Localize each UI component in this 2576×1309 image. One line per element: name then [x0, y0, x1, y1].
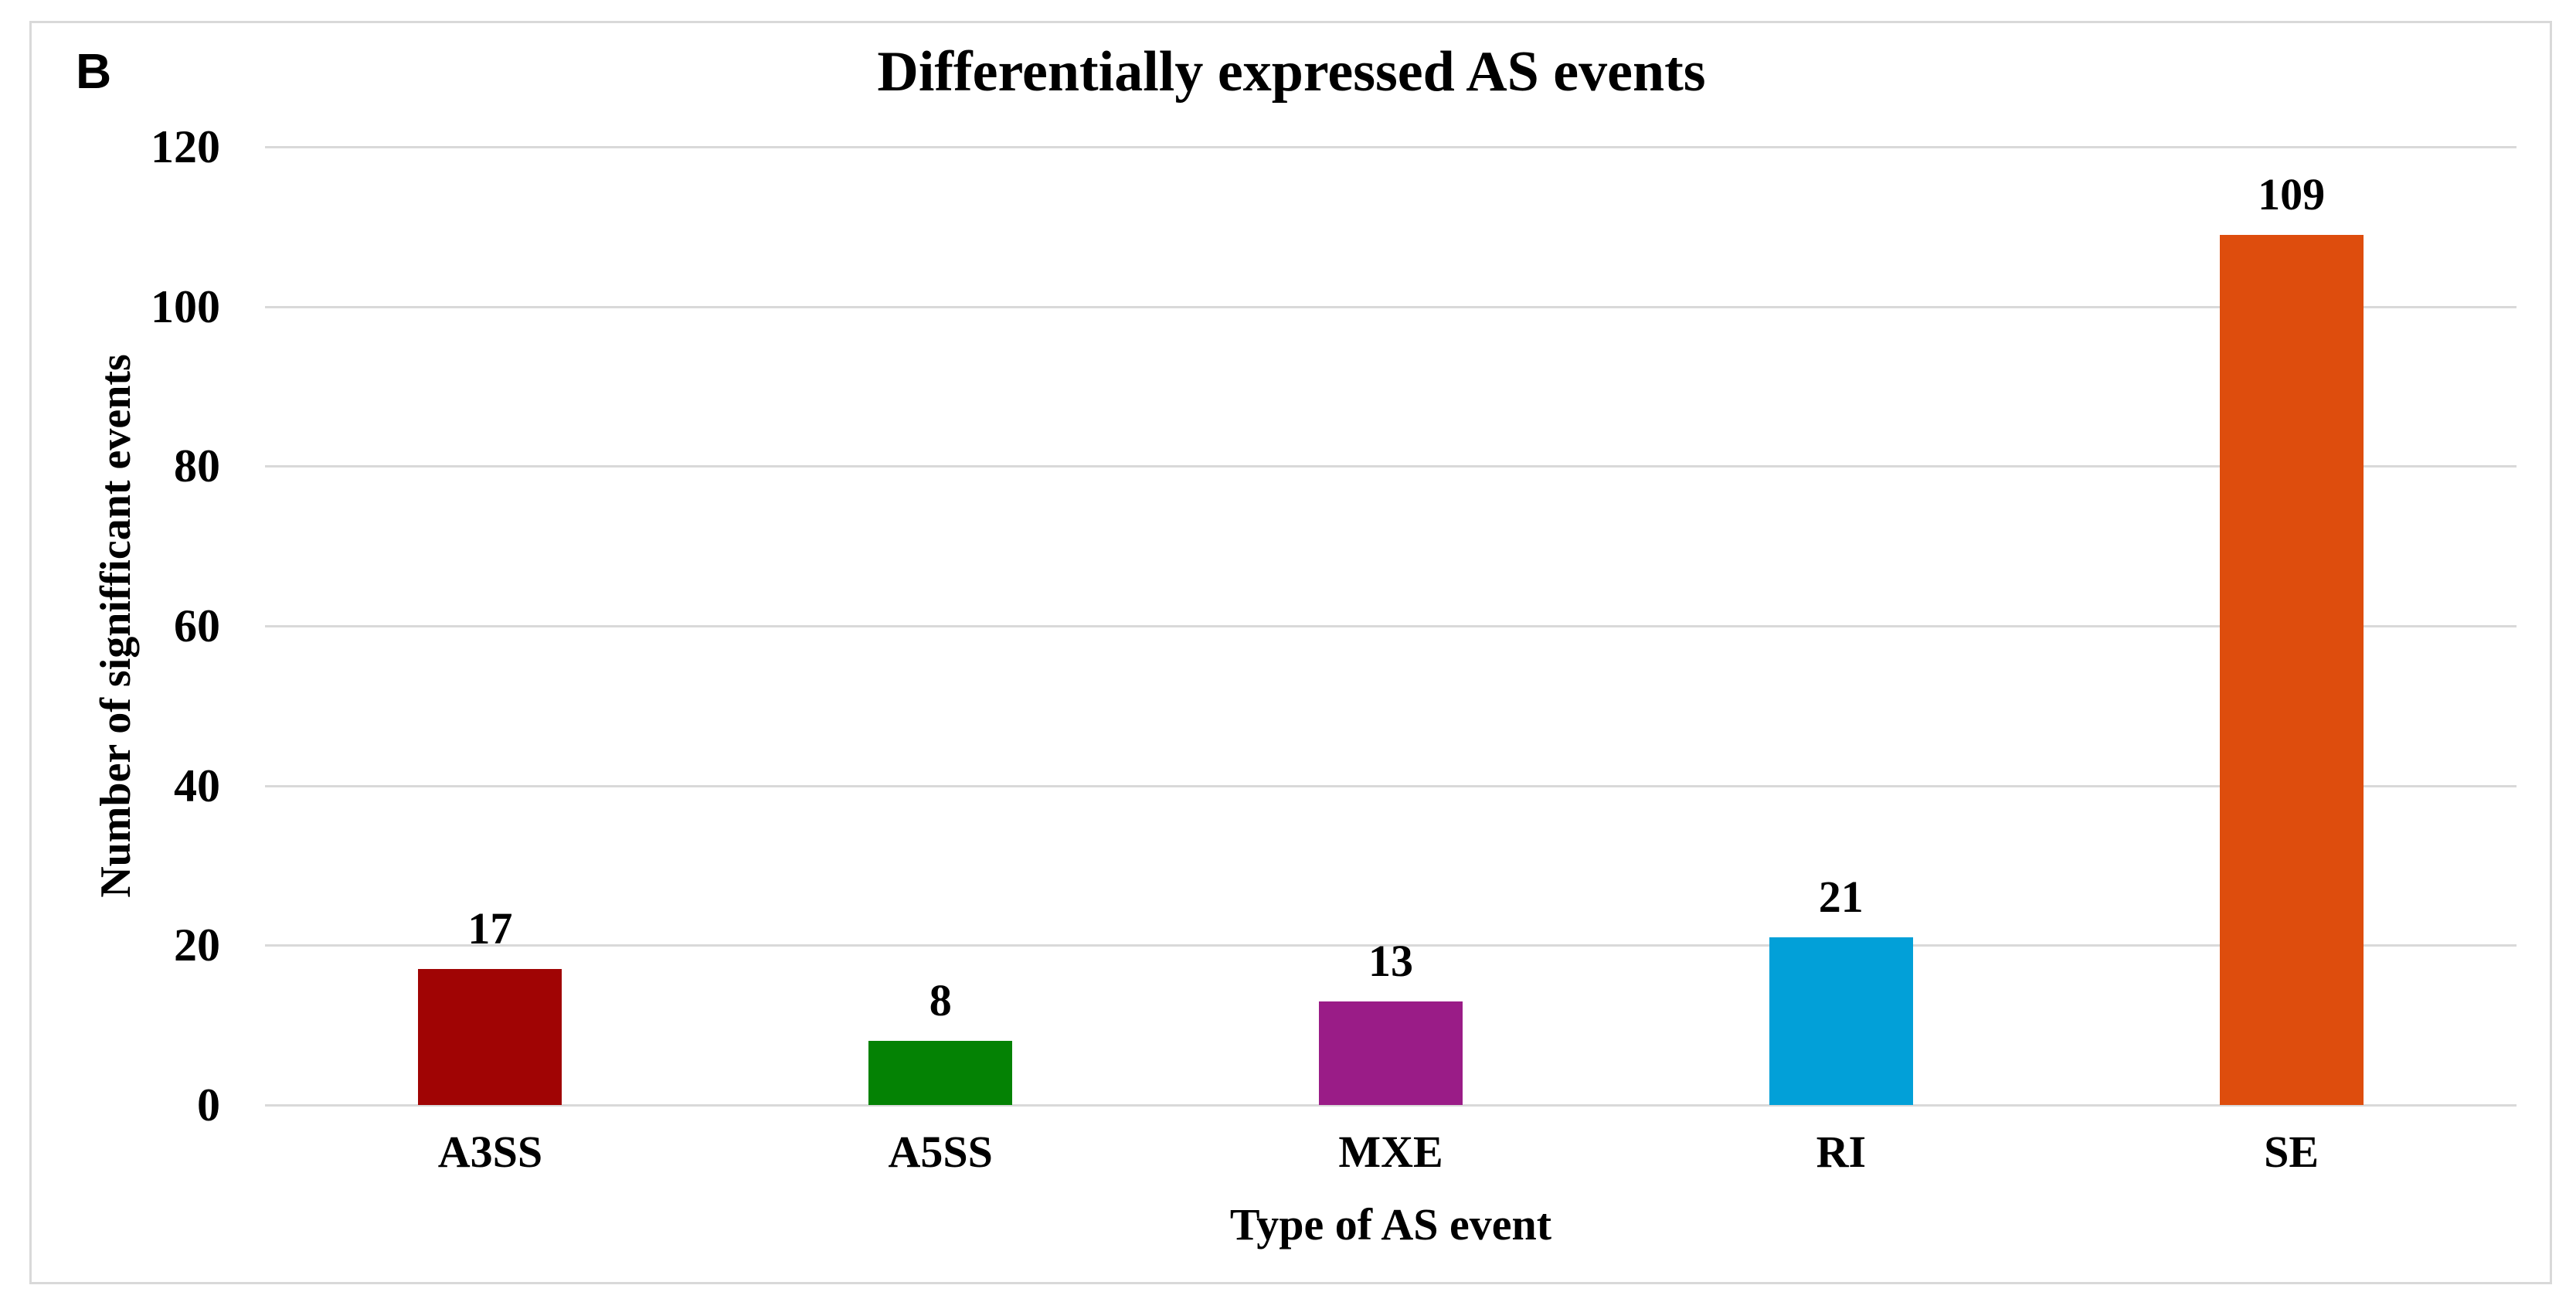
y-tick-label: 80: [174, 440, 220, 492]
x-category-label-se: SE: [2264, 1127, 2319, 1177]
bar-value-label-a3ss: 17: [467, 903, 513, 954]
x-category-label-a3ss: A3SS: [437, 1127, 543, 1177]
y-tick-label: 120: [151, 121, 220, 172]
bar-value-label-mxe: 13: [1368, 935, 1413, 986]
x-category-label-a5ss: A5SS: [888, 1127, 993, 1177]
x-category-label-ri: RI: [1816, 1127, 1867, 1177]
y-tick-label: 100: [151, 280, 220, 332]
panel-label: B: [76, 43, 112, 99]
bar-ri: [1769, 937, 1913, 1105]
x-category-label-mxe: MXE: [1338, 1127, 1443, 1177]
gridline: [265, 146, 2517, 148]
gridline: [265, 944, 2517, 947]
bar-mxe: [1319, 1001, 1463, 1105]
bar-a5ss: [868, 1041, 1013, 1105]
y-tick-label: 60: [174, 600, 220, 651]
bar-a3ss: [418, 969, 562, 1105]
gridline: [265, 1104, 2517, 1107]
bar-value-label-ri: 21: [1818, 872, 1864, 922]
bar-se: [2219, 234, 2364, 1105]
bar-value-label-se: 109: [2258, 168, 2326, 219]
gridline: [265, 625, 2517, 627]
gridline: [265, 784, 2517, 787]
y-tick-label: 0: [197, 1080, 220, 1130]
y-tick-label: 20: [174, 920, 220, 971]
bar-value-label-a5ss: 8: [929, 975, 952, 1026]
gridline: [265, 305, 2517, 308]
x-axis-title: Type of AS event: [1229, 1199, 1552, 1250]
chart-title: Differentially expressed AS events: [877, 40, 1706, 104]
gridline: [265, 465, 2517, 468]
y-tick-label: 40: [174, 760, 220, 811]
